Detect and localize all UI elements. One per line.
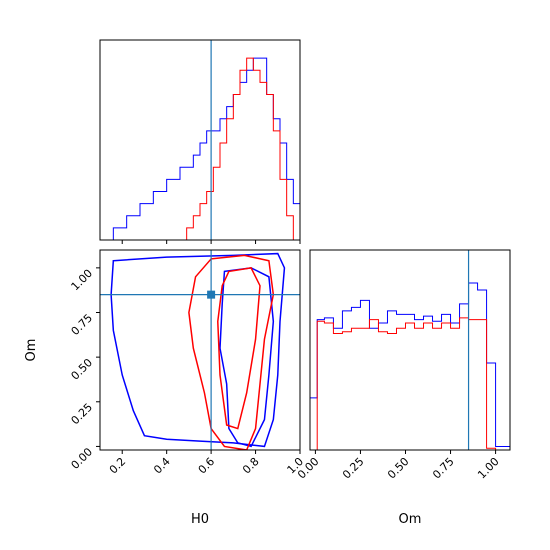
contour-ytick-label-1: 0.25	[69, 401, 96, 428]
contour-series-0-level-1	[219, 267, 275, 448]
om-xtick-label-2: 0.50	[385, 455, 412, 482]
contour-series-1-level-1	[217, 267, 261, 430]
contour-xtick-label-2: 0.6	[196, 455, 218, 477]
contour-xtick-label-0: 0.2	[107, 455, 129, 477]
h0-hist-series-1	[100, 57, 300, 240]
contour-xtick-label-1: 0.4	[151, 455, 173, 477]
contour-ylabel: Om	[24, 339, 39, 362]
contour-ytick-label-4: 1.00	[69, 267, 96, 294]
h0-hist-plot	[100, 40, 300, 240]
om-hist-series-0	[310, 282, 510, 450]
contour-frame	[99, 249, 301, 451]
contour-ytick-label-2: 0.50	[69, 356, 96, 383]
contour-series-1-level-0	[188, 254, 275, 450]
contour-ytick-label-3: 0.75	[69, 311, 96, 338]
om-xtick-label-3: 0.75	[430, 455, 457, 482]
contour-ytick-label-0: 0.00	[69, 445, 96, 472]
contour-xlabel: H0	[191, 512, 209, 527]
om-xtick-label-4: 1.00	[475, 455, 502, 482]
contour-plot	[100, 250, 300, 450]
h0-hist-frame	[99, 39, 301, 241]
contour-truth-marker	[207, 290, 216, 299]
om-hist-series-1	[310, 317, 510, 450]
om-hist-plot	[310, 250, 510, 450]
contour-xtick-label-3: 0.8	[240, 455, 262, 477]
om-xlabel: Om	[399, 512, 422, 527]
om-xtick-label-1: 0.25	[340, 455, 367, 482]
om-hist-frame	[309, 249, 511, 451]
